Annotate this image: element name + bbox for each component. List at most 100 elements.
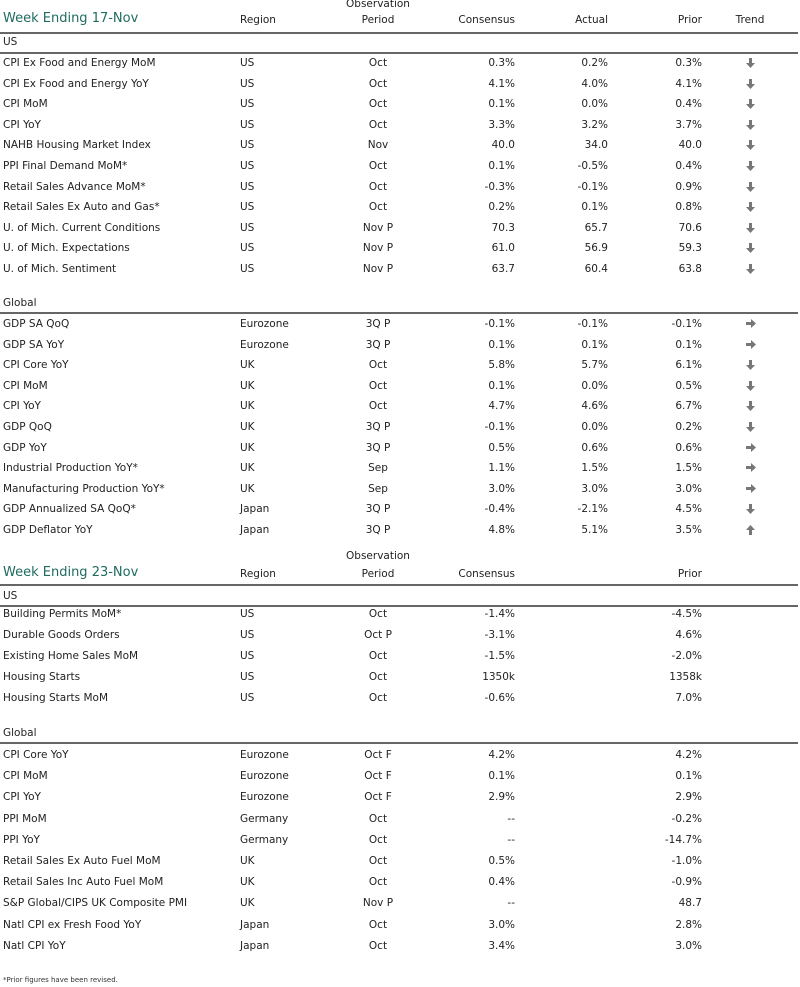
row-consensus: 0.4% bbox=[488, 876, 515, 889]
row-consensus: -0.6% bbox=[484, 692, 515, 704]
down-arrow-icon bbox=[735, 379, 765, 393]
row-period: Nov P bbox=[362, 897, 394, 910]
row-period: Oct bbox=[368, 180, 388, 193]
row-period: Nov P bbox=[362, 221, 394, 234]
row-indicator: Retail Sales Ex Auto and Gas* bbox=[3, 201, 160, 214]
row-indicator: Housing Starts MoM bbox=[3, 692, 109, 704]
row-region: Japan bbox=[240, 939, 270, 952]
row-indicator: Durable Goods Orders bbox=[3, 629, 120, 641]
row-prior: 63.8 bbox=[678, 263, 702, 275]
row-consensus: 63.7 bbox=[491, 263, 515, 275]
header-prior: Prior bbox=[677, 568, 702, 580]
row-prior: 0.1% bbox=[675, 770, 702, 783]
row-indicator: NAHB Housing Market Index bbox=[3, 139, 151, 152]
down-arrow-icon bbox=[735, 159, 765, 173]
row-consensus: 3.0% bbox=[488, 918, 515, 931]
row-region: US bbox=[240, 77, 255, 90]
down-arrow-icon bbox=[735, 138, 765, 152]
row-region: US bbox=[240, 160, 255, 172]
row-period: Oct bbox=[368, 671, 388, 683]
row-indicator: Manufacturing Production YoY* bbox=[3, 482, 165, 495]
row-prior: -1.0% bbox=[671, 855, 702, 867]
header-period: Period bbox=[361, 14, 395, 26]
row-consensus: 4.8% bbox=[488, 524, 515, 536]
row-period: Oct bbox=[368, 57, 388, 69]
header-consensus: Consensus bbox=[458, 14, 515, 26]
row-prior: 48.7 bbox=[678, 897, 702, 910]
row-period: Oct bbox=[368, 98, 388, 111]
row-consensus: -1.5% bbox=[484, 650, 515, 662]
row-indicator: Building Permits MoM* bbox=[3, 608, 122, 620]
row-region: Japan bbox=[240, 503, 270, 516]
row-consensus: 0.5% bbox=[488, 855, 515, 867]
row-consensus: 0.5% bbox=[488, 441, 515, 454]
row-region: Eurozone bbox=[240, 770, 289, 783]
row-region: UK bbox=[240, 462, 255, 475]
divider bbox=[0, 52, 798, 54]
row-consensus: 0.1% bbox=[488, 98, 515, 111]
row-indicator: GDP YoY bbox=[3, 441, 47, 454]
row-prior: 0.5% bbox=[675, 379, 702, 392]
divider bbox=[0, 312, 798, 314]
row-consensus: -0.1% bbox=[484, 421, 515, 433]
row-indicator: U. of Mich. Current Conditions bbox=[3, 221, 161, 234]
row-consensus: -- bbox=[507, 833, 515, 846]
row-indicator: CPI MoM bbox=[3, 770, 48, 783]
divider bbox=[0, 742, 798, 744]
down-arrow-icon bbox=[735, 200, 765, 214]
row-region: Eurozone bbox=[240, 338, 289, 351]
row-region: UK bbox=[240, 897, 255, 910]
row-prior: -14.7% bbox=[664, 833, 702, 846]
group-label: US bbox=[3, 590, 18, 602]
row-region: Germany bbox=[240, 833, 289, 846]
row-prior: 0.2% bbox=[675, 421, 702, 433]
up-arrow-icon bbox=[735, 523, 765, 537]
row-prior: 40.0 bbox=[678, 139, 702, 152]
row-region: US bbox=[240, 221, 255, 234]
row-region: UK bbox=[240, 359, 255, 372]
row-prior: 70.6 bbox=[678, 221, 702, 234]
row-indicator: CPI Core YoY bbox=[3, 359, 69, 372]
row-period: Oct F bbox=[364, 770, 392, 783]
row-actual: 0.0% bbox=[581, 379, 608, 392]
row-consensus: 2.9% bbox=[488, 791, 515, 804]
down-arrow-icon bbox=[735, 502, 765, 516]
row-region: US bbox=[240, 629, 255, 641]
row-period: Oct bbox=[368, 876, 388, 889]
row-region: US bbox=[240, 671, 255, 683]
row-period: 3Q P bbox=[365, 503, 391, 516]
row-prior: 3.7% bbox=[675, 118, 702, 131]
row-consensus: 40.0 bbox=[491, 139, 515, 152]
row-consensus: 4.2% bbox=[488, 749, 515, 761]
row-actual: -0.1% bbox=[577, 318, 608, 330]
row-indicator: CPI MoM bbox=[3, 379, 48, 392]
row-region: UK bbox=[240, 400, 255, 413]
row-prior: 0.9% bbox=[675, 180, 702, 193]
header-region: Region bbox=[240, 568, 276, 580]
row-consensus: -0.4% bbox=[484, 503, 515, 516]
row-period: Oct bbox=[368, 918, 388, 931]
row-period: Oct bbox=[368, 608, 388, 620]
right-arrow-icon bbox=[735, 317, 765, 331]
row-indicator: GDP SA YoY bbox=[3, 338, 65, 351]
down-arrow-icon bbox=[735, 180, 765, 194]
row-period: Nov bbox=[367, 139, 389, 152]
row-region: Japan bbox=[240, 918, 270, 931]
row-indicator: S&P Global/CIPS UK Composite PMI bbox=[3, 897, 188, 910]
row-period: Oct bbox=[368, 812, 388, 825]
down-arrow-icon bbox=[735, 241, 765, 255]
row-period: Nov P bbox=[362, 263, 394, 275]
header-region: Region bbox=[240, 14, 276, 26]
row-region: US bbox=[240, 98, 255, 111]
row-period: Oct bbox=[368, 160, 388, 172]
header-period: Period bbox=[361, 568, 395, 580]
row-region: Japan bbox=[240, 524, 270, 536]
row-consensus: -- bbox=[507, 897, 515, 910]
row-prior: -0.2% bbox=[671, 812, 702, 825]
row-indicator: CPI MoM bbox=[3, 98, 48, 111]
row-period: 3Q P bbox=[365, 338, 391, 351]
row-period: Oct F bbox=[364, 791, 392, 804]
row-prior: -0.1% bbox=[671, 318, 702, 330]
row-actual: 5.1% bbox=[581, 524, 608, 536]
footnote: *Prior figures have been revised. bbox=[3, 976, 118, 984]
